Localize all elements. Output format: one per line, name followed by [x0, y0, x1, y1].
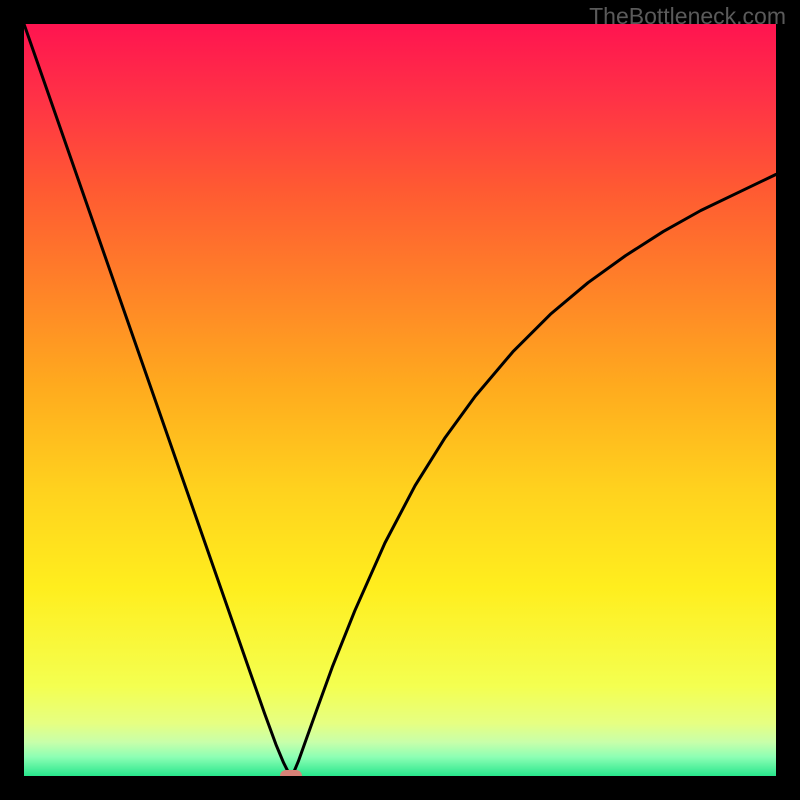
optimum-marker [280, 770, 302, 776]
bottleneck-curve [24, 24, 776, 776]
chart-frame: TheBottleneck.com [0, 0, 800, 800]
watermark-text: TheBottleneck.com [589, 3, 786, 30]
plot-area [24, 24, 776, 776]
